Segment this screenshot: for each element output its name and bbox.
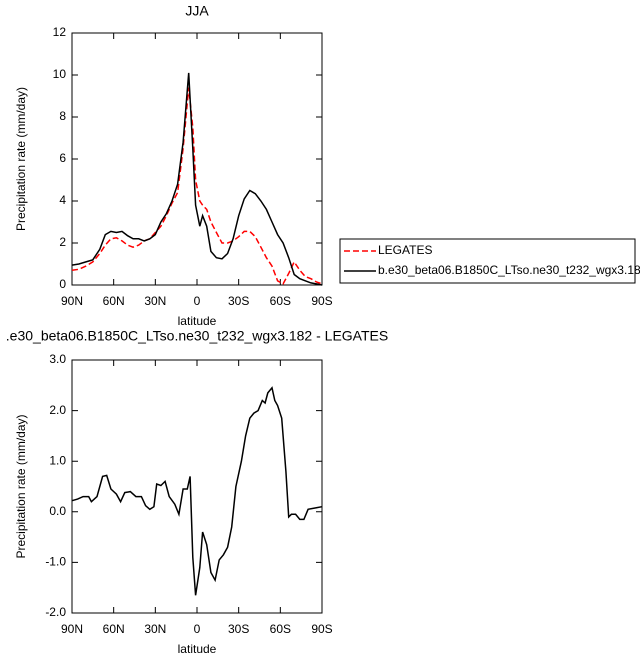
x-tick-label: 90N [61, 622, 83, 636]
legend-label: b.e30_beta06.B1850C_LTso.ne30_t232_wgx3.… [378, 263, 640, 277]
x-tick-label: 0 [194, 294, 201, 308]
data-line [71, 386, 323, 596]
x-tick-label: 90S [311, 294, 332, 308]
y-tick-label: -2.0 [45, 605, 66, 619]
x-tick-label: 30S [228, 294, 249, 308]
y-tick-label: 12 [53, 25, 67, 39]
data-line [71, 87, 323, 285]
y-axis-label: Precipitation rate (mm/day) [14, 87, 28, 231]
data-line [71, 72, 323, 286]
x-tick-label: 90S [311, 622, 332, 636]
x-tick-label: 60N [103, 294, 125, 308]
y-tick-label: 3.0 [49, 352, 66, 366]
y-tick-label: 0.0 [49, 504, 66, 518]
y-tick-label: 2.0 [49, 403, 66, 417]
chart-title: JJA [185, 3, 209, 19]
y-tick-label: 6 [59, 151, 66, 165]
legend-box [339, 238, 636, 284]
y-tick-label: 1.0 [49, 453, 66, 467]
x-tick-label: 30S [228, 622, 249, 636]
x-tick-label: 60S [270, 294, 291, 308]
x-axis-label: latitude [178, 314, 217, 328]
x-axis-label: latitude [178, 642, 217, 656]
x-tick-label: 60N [103, 622, 125, 636]
chart-title: .e30_beta06.B1850C_LTso.ne30_t232_wgx3.1… [6, 328, 388, 344]
x-tick-label: 90N [61, 294, 83, 308]
y-axis-label: Precipitation rate (mm/day) [14, 414, 28, 558]
y-tick-label: -1.0 [45, 555, 66, 569]
y-tick-label: 4 [59, 193, 66, 207]
y-tick-label: 8 [59, 109, 66, 123]
y-tick-label: 10 [53, 67, 67, 81]
legend-label: LEGATES [378, 243, 432, 257]
x-tick-label: 60S [270, 622, 291, 636]
x-tick-label: 0 [194, 622, 201, 636]
x-tick-label: 30N [144, 622, 166, 636]
x-tick-label: 30N [144, 294, 166, 308]
y-tick-label: 2 [59, 235, 66, 249]
y-tick-label: 0 [59, 277, 66, 291]
